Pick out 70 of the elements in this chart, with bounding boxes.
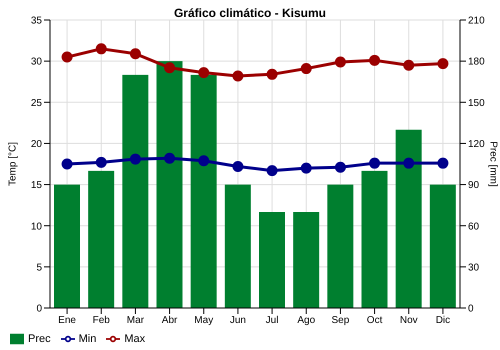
bar xyxy=(259,212,285,308)
point xyxy=(300,63,312,74)
bar xyxy=(293,212,320,308)
y-tick-label: 10 xyxy=(30,221,42,232)
point xyxy=(232,160,244,172)
point xyxy=(403,158,414,169)
point xyxy=(334,56,346,68)
point xyxy=(266,165,278,176)
y-tick-label: 5 xyxy=(36,262,42,274)
legend-label: Min xyxy=(78,332,96,345)
x-tick-label: Abr xyxy=(162,315,178,326)
point xyxy=(96,156,107,168)
bar xyxy=(396,130,422,308)
y2-axis-title: Prec [mm] xyxy=(487,141,498,187)
x-tick-label: Sep xyxy=(332,315,350,326)
y-tick-label: 30 xyxy=(30,56,42,68)
point xyxy=(62,52,73,63)
y2-tick-label: 90 xyxy=(468,180,480,192)
x-tick-label: Dic xyxy=(436,315,450,326)
bar xyxy=(190,74,217,308)
point xyxy=(96,43,107,54)
point xyxy=(369,54,380,66)
point xyxy=(369,158,380,169)
y2-tick-label: 180 xyxy=(468,56,486,68)
point xyxy=(232,70,244,82)
x-tick-label: Feb xyxy=(92,315,110,326)
bar xyxy=(362,170,388,308)
x-tick-label: Mar xyxy=(126,315,145,326)
y-tick-label: 0 xyxy=(36,304,42,315)
point xyxy=(403,60,414,71)
bar xyxy=(224,184,251,308)
point xyxy=(334,162,346,173)
point xyxy=(300,162,312,174)
y2-tick-label: 60 xyxy=(468,221,480,232)
x-tick-label: Jul xyxy=(266,315,278,326)
x-tick-label: May xyxy=(194,315,214,326)
x-tick-label: Nov xyxy=(400,315,418,326)
y2-tick-label: 0 xyxy=(468,304,474,315)
legend-label: Prec xyxy=(28,332,51,345)
y2-tick-label: 150 xyxy=(468,98,486,109)
x-tick-label: Ago xyxy=(297,315,316,326)
point xyxy=(164,62,176,74)
y2-tick-label: 120 xyxy=(468,138,486,150)
x-tick-label: Ene xyxy=(58,315,76,326)
point xyxy=(198,67,210,78)
point xyxy=(198,155,210,166)
point xyxy=(437,58,448,70)
point xyxy=(164,152,176,164)
y-axis-title: Temp [°C] xyxy=(8,142,19,186)
x-tick-label: Oct xyxy=(366,315,383,326)
bar xyxy=(88,170,114,308)
y2-tick-label: 210 xyxy=(468,16,486,27)
bar xyxy=(54,184,80,308)
x-tick-label: Jun xyxy=(230,315,246,326)
y-tick-label: 15 xyxy=(30,180,42,192)
point xyxy=(62,158,73,170)
legend-label: Max xyxy=(124,332,146,345)
y-tick-label: 25 xyxy=(30,98,42,109)
y-tick-label: 35 xyxy=(30,16,42,27)
point xyxy=(437,158,448,169)
y-tick-label: 20 xyxy=(30,138,42,150)
point xyxy=(130,154,141,165)
bar xyxy=(430,184,456,308)
bar xyxy=(156,61,182,308)
bar xyxy=(327,184,354,308)
y2-tick-label: 30 xyxy=(468,262,480,274)
chart-title: Gráfico climático - Kisumu xyxy=(174,6,326,20)
point xyxy=(130,48,141,60)
point xyxy=(266,68,278,80)
bar xyxy=(122,74,148,308)
